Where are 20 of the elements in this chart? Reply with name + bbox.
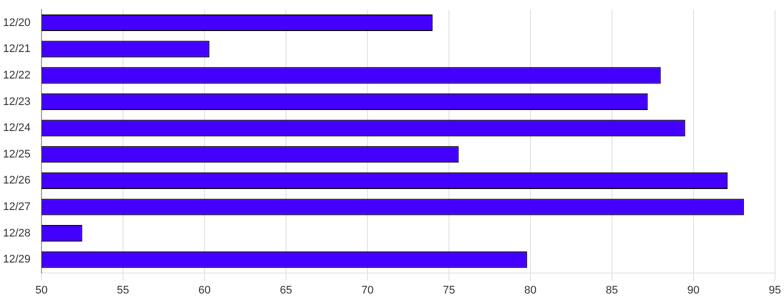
y-tick-label: 12/23 — [2, 96, 31, 108]
y-tick-label: 12/27 — [2, 201, 31, 214]
x-tick-label: 80 — [524, 284, 537, 296]
x-tick-label: 50 — [35, 284, 48, 296]
x-tick-label: 55 — [116, 284, 130, 296]
y-tick-label: 12/28 — [2, 227, 31, 240]
x-tick-label: 65 — [280, 284, 292, 296]
y-tick-label: 12/20 — [2, 16, 31, 29]
y-tick-label: 12/21 — [2, 43, 31, 56]
x-tick-label: 75 — [442, 284, 456, 296]
x-tick-label: 60 — [198, 284, 211, 296]
x-tick-label: 70 — [361, 284, 374, 296]
y-tick-label: 12/29 — [2, 254, 31, 266]
y-tick-label: 12/24 — [2, 122, 31, 134]
x-tick-label: 85 — [606, 284, 618, 296]
y-tick-label: 12/26 — [2, 174, 31, 187]
y-tick-label: 12/25 — [2, 148, 31, 160]
y-tick-label: 12/22 — [2, 69, 31, 82]
x-tick-label: 95 — [768, 284, 782, 296]
x-tick-label: 90 — [687, 284, 700, 296]
